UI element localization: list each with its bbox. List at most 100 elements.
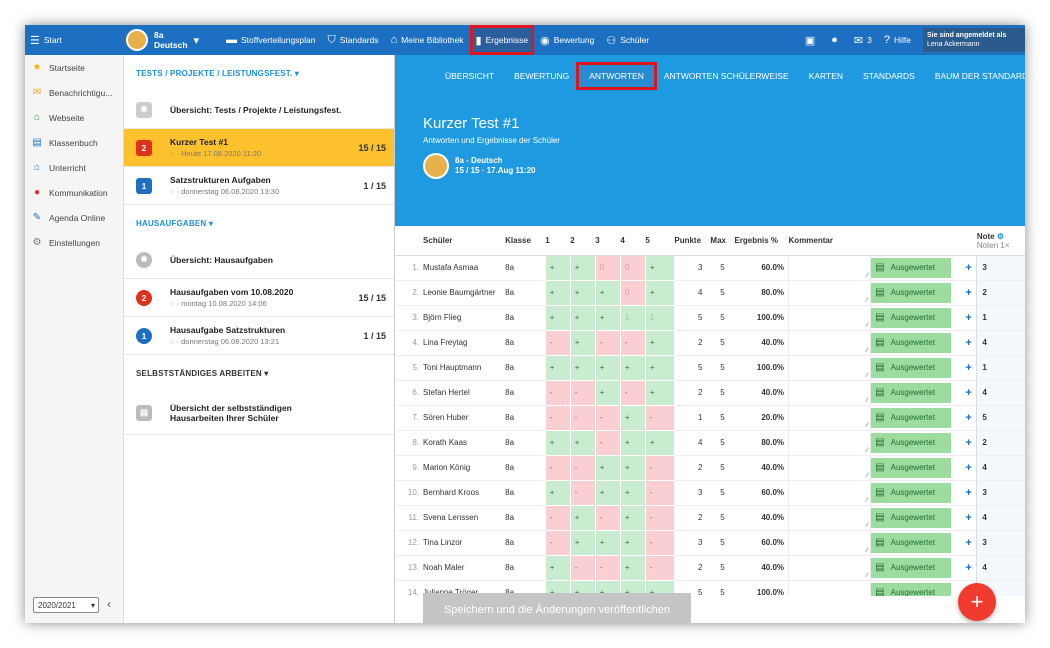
list-item-satzstrukturen[interactable]: 1 Satzstrukturen Aufgaben ◌ · donnerstag 0…: [124, 167, 394, 205]
list-item-overview-hausaufgaben[interactable]: ✹ Übersicht: Hausaufgaben: [124, 241, 394, 279]
chat-button[interactable]: ●: [825, 25, 848, 55]
comment-field[interactable]: [788, 279, 872, 306]
nav-bibliothek[interactable]: ⌂ Meine Bibliothek: [385, 25, 470, 55]
list-item-selbststaendig[interactable]: ▤ Übersicht der selbstständigen Hausarbeit…: [124, 391, 394, 435]
add-grade-button[interactable]: +: [960, 355, 977, 381]
answer-cell[interactable]: +: [569, 254, 596, 281]
sidebar-item-startseite[interactable]: ★ Startseite: [25, 55, 123, 80]
comment-field[interactable]: [788, 354, 872, 381]
sidebar-item-benachrichtigungen[interactable]: ✉ Benachrichtigu...: [25, 80, 123, 105]
answer-cell[interactable]: 1: [619, 304, 646, 331]
add-grade-button[interactable]: +: [960, 430, 977, 456]
status-button[interactable]: ▤ Ausgewertet: [871, 307, 952, 328]
grade[interactable]: 3: [976, 530, 1025, 556]
comment-field[interactable]: [788, 379, 872, 406]
start-menu-button[interactable]: ☰ Start: [25, 25, 120, 55]
add-fab-button[interactable]: +: [958, 583, 996, 621]
answer-cell[interactable]: -: [544, 454, 571, 481]
answer-cell[interactable]: +: [544, 304, 571, 331]
status-button[interactable]: ▤ Ausgewertet: [871, 282, 952, 303]
answer-cell[interactable]: +: [544, 254, 571, 281]
answer-cell[interactable]: +: [594, 379, 621, 406]
status-button[interactable]: ▤ Ausgewertet: [871, 557, 952, 578]
nav-stoffverteilungsplan[interactable]: ▬ Stoffverteilungsplan: [220, 25, 322, 55]
answer-cell[interactable]: +: [644, 429, 675, 456]
grade[interactable]: 4: [976, 455, 1025, 481]
comment-field[interactable]: [788, 454, 872, 481]
grade[interactable]: 2: [976, 280, 1025, 306]
tab-karten[interactable]: KARTEN: [808, 71, 844, 81]
answer-cell[interactable]: -: [644, 504, 675, 531]
answer-cell[interactable]: +: [644, 279, 675, 306]
nav-ergebnisse[interactable]: ▮ Ergebnisse: [469, 25, 535, 55]
add-grade-button[interactable]: +: [960, 455, 977, 481]
section-hausaufgaben[interactable]: HAUSAUFGABEN ▾: [136, 218, 214, 228]
comment-field[interactable]: [788, 529, 872, 556]
section-selbststaendig[interactable]: SELBSTSTÄNDIGES ARBEITEN ▾: [136, 368, 269, 378]
answer-cell[interactable]: +: [619, 429, 646, 456]
answer-cell[interactable]: +: [569, 504, 596, 531]
answer-cell[interactable]: -: [619, 379, 646, 406]
answer-cell[interactable]: -: [569, 379, 596, 406]
answer-cell[interactable]: -: [569, 454, 596, 481]
answer-cell[interactable]: +: [569, 529, 596, 556]
status-button[interactable]: ▤ Ausgewertet: [871, 457, 952, 478]
tab-bewertung[interactable]: BEWERTUNG: [514, 71, 570, 81]
answer-cell[interactable]: -: [569, 404, 596, 431]
answer-cell[interactable]: -: [544, 504, 571, 531]
comment-field[interactable]: [788, 554, 872, 581]
answer-cell[interactable]: -: [644, 529, 675, 556]
class-selector[interactable]: 8a Deutsch ▾: [120, 25, 220, 55]
tab-antworten[interactable]: ANTWORTEN: [576, 62, 657, 90]
answer-cell[interactable]: +: [594, 279, 621, 306]
nav-standards[interactable]: ⛉ Standards: [322, 25, 385, 55]
status-button[interactable]: ▤ Ausgewertet: [871, 432, 952, 453]
answer-cell[interactable]: 0: [619, 279, 646, 306]
answer-cell[interactable]: 1: [644, 304, 675, 331]
grade[interactable]: 4: [976, 380, 1025, 406]
sidebar-item-einstellungen[interactable]: ⚙ Einstellungen: [25, 230, 123, 255]
status-button[interactable]: ▤ Ausgewertet: [871, 507, 952, 528]
answer-cell[interactable]: +: [544, 354, 571, 381]
nav-schueler[interactable]: ⚇ Schüler: [600, 25, 655, 55]
answer-cell[interactable]: +: [594, 454, 621, 481]
grade[interactable]: 1: [976, 305, 1025, 331]
answer-cell[interactable]: +: [569, 304, 596, 331]
collapse-sidebar-button[interactable]: ‹: [107, 597, 111, 611]
answer-cell[interactable]: 0: [594, 254, 621, 281]
comment-field[interactable]: [788, 254, 872, 281]
answer-cell[interactable]: -: [569, 479, 596, 506]
add-grade-button[interactable]: +: [960, 505, 977, 531]
answer-cell[interactable]: -: [569, 554, 596, 581]
answer-cell[interactable]: +: [644, 254, 675, 281]
add-grade-button[interactable]: +: [960, 405, 977, 431]
grade[interactable]: 4: [976, 505, 1025, 531]
answer-cell[interactable]: 0: [619, 254, 646, 281]
status-button[interactable]: ▤ Ausgewertet: [871, 257, 952, 278]
messages-button[interactable]: ✉ 3: [848, 25, 878, 55]
answer-cell[interactable]: -: [594, 554, 621, 581]
answer-cell[interactable]: +: [619, 479, 646, 506]
user-menu[interactable]: Sie sind angemeldet als Lena Ackermann: [923, 28, 1025, 52]
sidebar-item-klassenbuch[interactable]: ▤ Klassenbuch: [25, 130, 123, 155]
status-button[interactable]: ▤ Ausgewertet: [871, 332, 952, 353]
answer-cell[interactable]: -: [544, 379, 571, 406]
list-item-overview-tests[interactable]: ✹ Übersicht: Tests / Projekte / Leistungs…: [124, 91, 394, 129]
year-select[interactable]: 2020/2021 ▾: [33, 597, 99, 613]
add-grade-button[interactable]: +: [960, 480, 977, 506]
comment-field[interactable]: [788, 404, 872, 431]
answer-cell[interactable]: +: [569, 329, 596, 356]
add-grade-button[interactable]: +: [960, 555, 977, 581]
answer-cell[interactable]: +: [619, 554, 646, 581]
tab-antworten-schuelerweise[interactable]: ANTWORTEN SCHÜLERWEISE: [663, 71, 789, 81]
header-student[interactable]: Schüler: [423, 227, 506, 256]
status-button[interactable]: ▤ Ausgewertet: [871, 382, 952, 403]
grade[interactable]: 3: [976, 255, 1025, 281]
add-grade-button[interactable]: +: [960, 530, 977, 556]
comment-field[interactable]: [788, 329, 872, 356]
tab-standards[interactable]: STANDARDS: [863, 71, 915, 81]
tab-uebersicht[interactable]: ÜBERSICHT: [445, 71, 495, 81]
answer-cell[interactable]: -: [644, 554, 675, 581]
status-button[interactable]: ▤ Ausgewertet: [871, 407, 952, 428]
add-grade-button[interactable]: +: [960, 330, 977, 356]
